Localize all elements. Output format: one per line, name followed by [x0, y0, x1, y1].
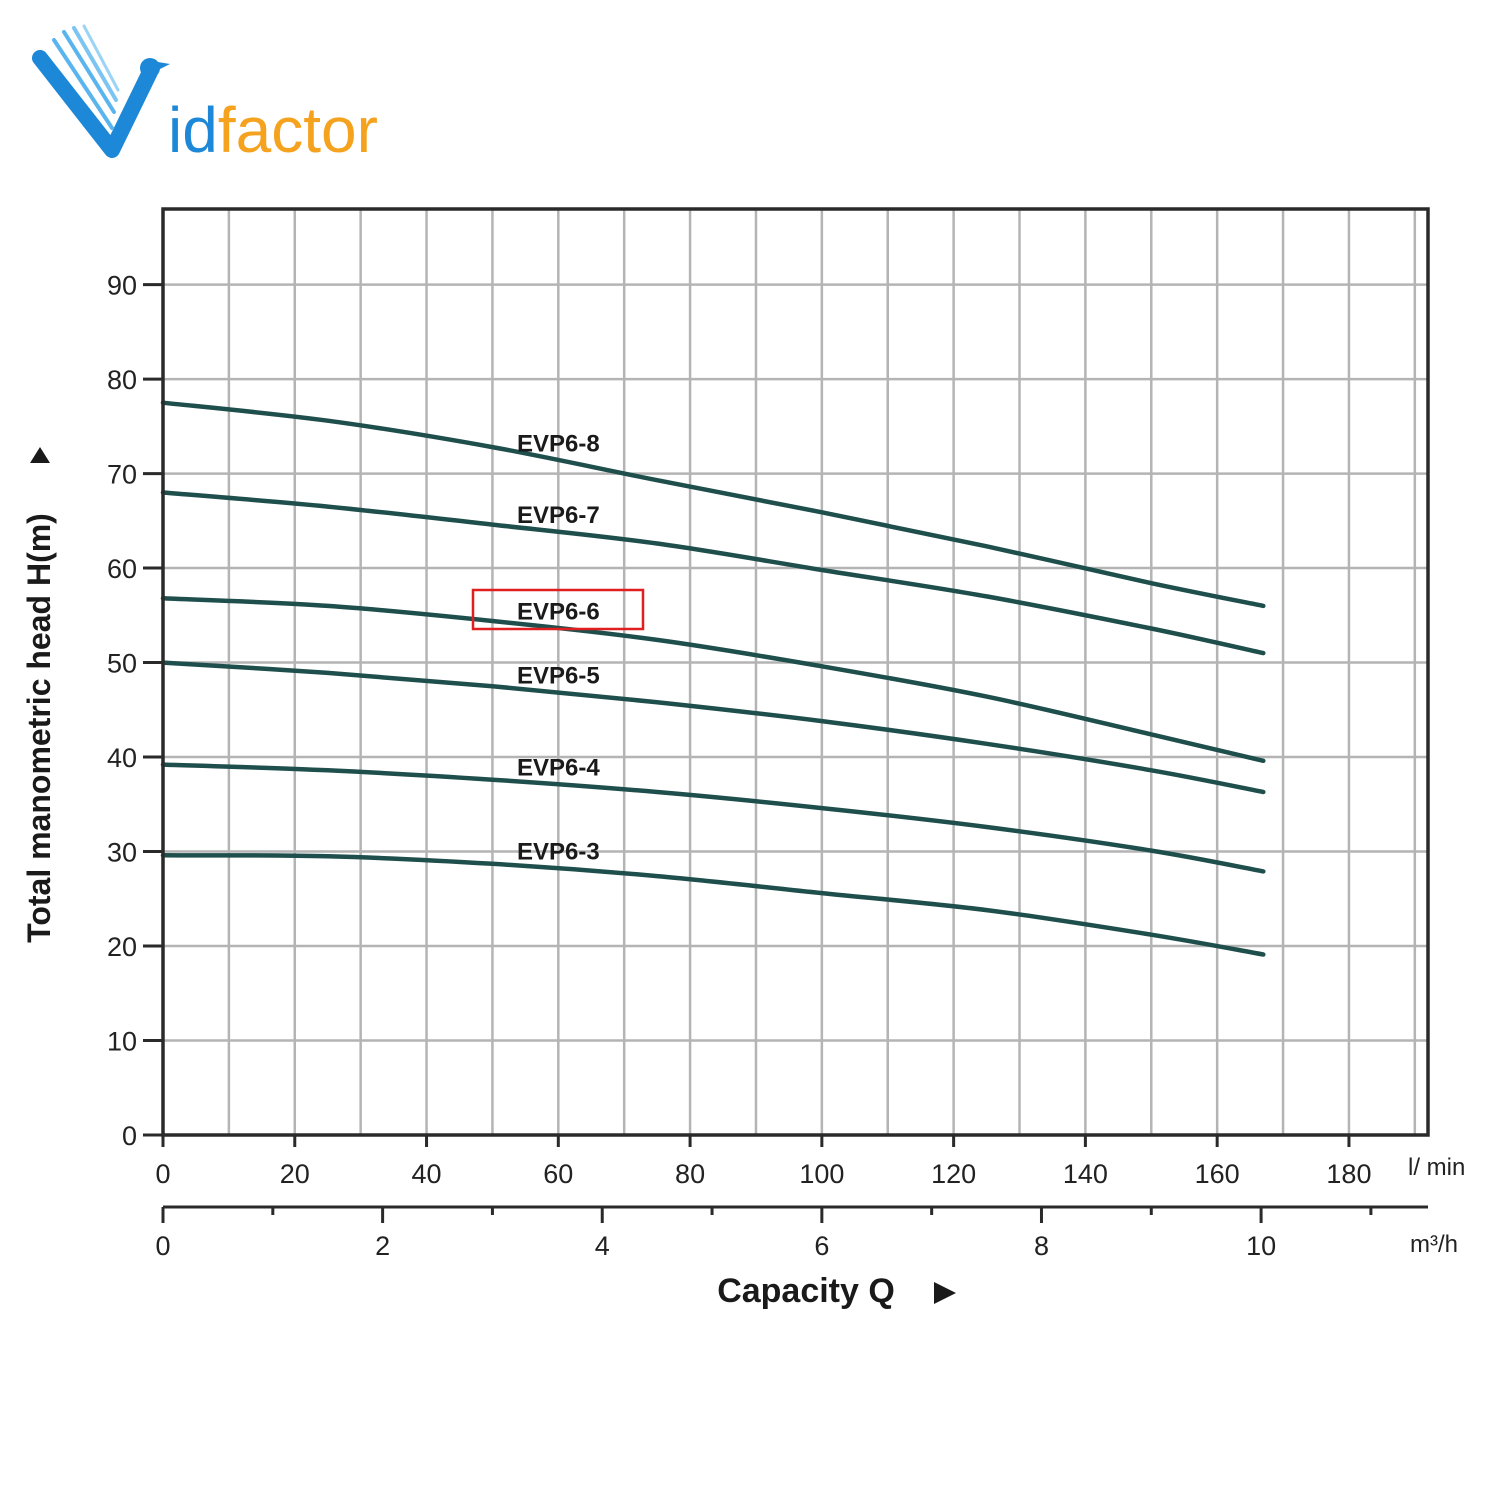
x2-tick-label: 4: [595, 1231, 610, 1261]
x-axis: 0 20 40 60 80 100 120 140 160 180: [155, 1135, 1371, 1189]
vidfactor-logo: idfactor: [32, 24, 378, 166]
curve-label-evp6-5: EVP6-5: [517, 663, 600, 690]
x-tick-label: 100: [799, 1159, 844, 1189]
y-axis-title: Total manometric head H(m): [21, 513, 57, 943]
logo-wordmark: idfactor: [168, 94, 378, 166]
x2-axis-unit: m³/h: [1410, 1231, 1458, 1258]
curve-label-evp6-3: EVP6-3: [517, 839, 600, 866]
curves: [160, 400, 1266, 957]
x-tick-label: 80: [675, 1159, 705, 1189]
x-tick-label: 180: [1326, 1159, 1371, 1189]
curve-label-evp6-4: EVP6-4: [517, 755, 600, 782]
y-tick-label: 60: [107, 554, 137, 584]
y-tick-label: 10: [107, 1027, 137, 1057]
y-tick-label: 20: [107, 932, 137, 962]
y-tick-label: 30: [107, 838, 137, 868]
x2-tick-label: 10: [1246, 1231, 1276, 1261]
x-tick-label: 40: [412, 1159, 442, 1189]
logo-wordmark-prefix: id: [168, 94, 218, 166]
curve-evp6-3: [160, 853, 1266, 957]
x-axis-unit: l/ min: [1408, 1154, 1465, 1181]
x-tick-label: 160: [1195, 1159, 1240, 1189]
y-tick-label: 0: [122, 1121, 137, 1151]
y-tick-label: 80: [107, 365, 137, 395]
x2-tick-label: 8: [1034, 1231, 1049, 1261]
y-tick-label: 50: [107, 649, 137, 679]
x-tick-label: 140: [1063, 1159, 1108, 1189]
highlight-box: [471, 588, 645, 631]
x2-axis: 0 2 4 6 8 10: [155, 1205, 1428, 1261]
logo-v-mark: [32, 24, 170, 158]
x-tick-label: 60: [543, 1159, 573, 1189]
curve-evp6-8: [160, 400, 1266, 609]
curve-evp6-7: [160, 490, 1266, 656]
grid: [163, 209, 1428, 1135]
logo-wordmark-suffix: factor: [218, 94, 378, 166]
x-tick-label: 0: [155, 1159, 170, 1189]
x-tick-label: 20: [280, 1159, 310, 1189]
curve-evp6-5: [160, 660, 1266, 795]
y-tick-label: 90: [107, 271, 137, 301]
x2-tick-label: 2: [375, 1231, 390, 1261]
x-axis-title: Capacity Q: [717, 1272, 895, 1310]
y-axis-arrow-icon: [30, 447, 50, 463]
curve-labels: EVP6-8 EVP6-7 EVP6-6 EVP6-5 EVP6-4 EVP6-3: [517, 430, 600, 865]
y-axis: 0 10 20 30 40 50 60 70 80 90: [107, 271, 163, 1151]
curve-label-evp6-6: EVP6-6: [517, 599, 600, 626]
curve-label-evp6-8: EVP6-8: [517, 430, 600, 457]
plot-frame: [161, 207, 1430, 1137]
x2-tick-label: 0: [155, 1231, 170, 1261]
x2-tick-label: 6: [814, 1231, 829, 1261]
curve-evp6-6: [160, 596, 1266, 764]
curve-label-evp6-7: EVP6-7: [517, 502, 600, 529]
x-axis-arrow-icon: [934, 1282, 956, 1304]
x-tick-label: 120: [931, 1159, 976, 1189]
y-tick-label: 70: [107, 460, 137, 490]
y-tick-label: 40: [107, 743, 137, 773]
curve-evp6-4: [160, 762, 1266, 874]
